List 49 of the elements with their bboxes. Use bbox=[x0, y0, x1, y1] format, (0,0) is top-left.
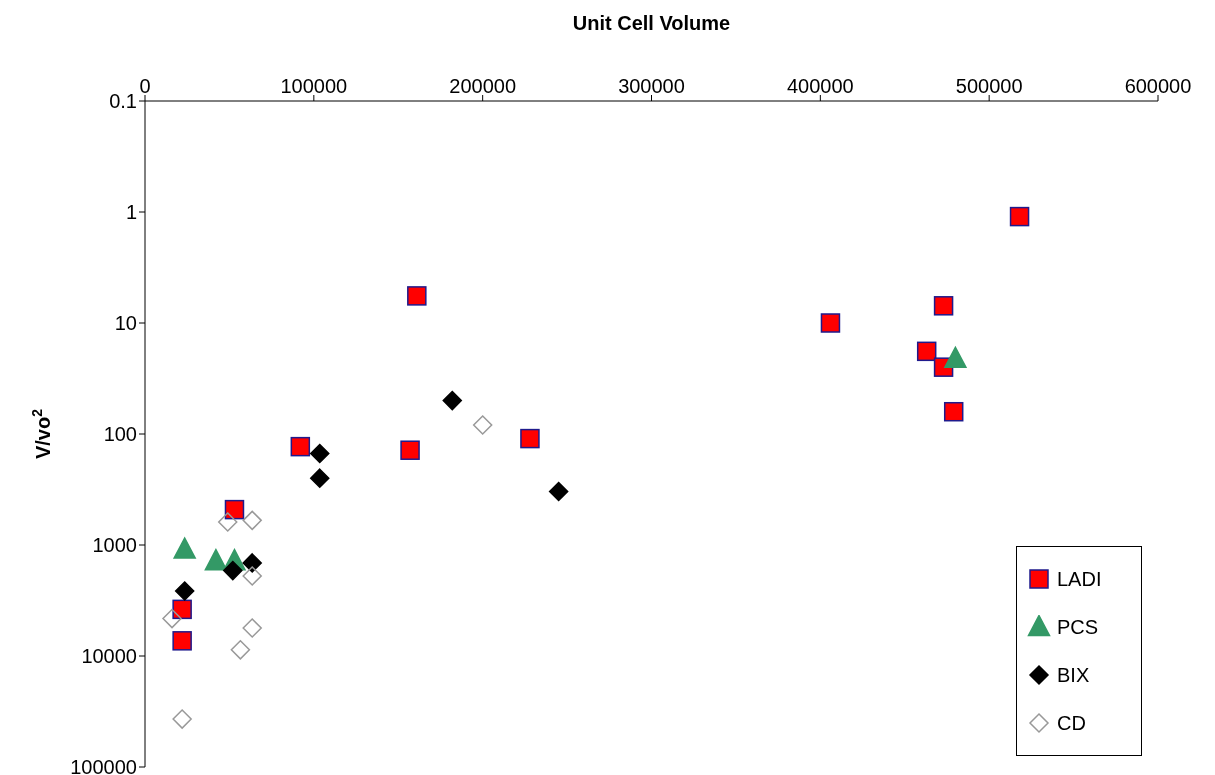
point bbox=[309, 468, 330, 488]
x-tick-label: 600000 bbox=[1124, 75, 1192, 97]
y-tick-label: 10000 bbox=[81, 645, 137, 668]
x-tick-label: 200000 bbox=[449, 75, 517, 97]
point bbox=[407, 286, 427, 306]
point bbox=[820, 313, 841, 333]
point bbox=[933, 296, 954, 316]
x-tick-label: 500000 bbox=[955, 75, 1023, 97]
y-tick-label: 10 bbox=[114, 312, 137, 335]
x-tick-label: 100000 bbox=[280, 75, 348, 97]
x-tick-label: 300000 bbox=[618, 75, 685, 97]
x-tick-label: 0 bbox=[139, 75, 151, 97]
point bbox=[520, 428, 540, 449]
point bbox=[916, 341, 937, 362]
y-tick-label: 0.1 bbox=[109, 90, 137, 113]
point bbox=[223, 560, 243, 581]
point bbox=[230, 640, 251, 660]
point bbox=[242, 510, 262, 531]
legend-label: PCS bbox=[1057, 615, 1099, 639]
point bbox=[944, 346, 967, 369]
point bbox=[173, 537, 196, 559]
y-tick-label: 1 bbox=[125, 201, 137, 224]
point bbox=[242, 566, 262, 586]
point bbox=[162, 608, 182, 629]
legend-label: BIX bbox=[1057, 663, 1090, 687]
point bbox=[217, 512, 238, 532]
x-axis-title: Unit Cell Volume bbox=[572, 12, 731, 35]
point bbox=[442, 390, 463, 411]
legend-label: LADI bbox=[1057, 567, 1102, 591]
point bbox=[204, 548, 228, 571]
y-tick-label: 100000 bbox=[70, 756, 137, 775]
point bbox=[172, 599, 192, 620]
point bbox=[472, 415, 493, 435]
point bbox=[224, 499, 245, 520]
legend-label: CD bbox=[1057, 711, 1086, 735]
x-tick-label: 400000 bbox=[786, 75, 854, 97]
point bbox=[548, 481, 569, 502]
point bbox=[172, 631, 192, 651]
point bbox=[290, 436, 311, 457]
y-tick-label: 1000 bbox=[92, 534, 137, 557]
point bbox=[174, 581, 195, 601]
point bbox=[400, 440, 420, 460]
point bbox=[242, 553, 262, 573]
point bbox=[943, 401, 964, 422]
point bbox=[309, 443, 330, 464]
y-tick-label: 100 bbox=[103, 423, 137, 446]
point bbox=[1009, 206, 1030, 227]
point bbox=[242, 618, 262, 638]
point bbox=[172, 709, 192, 729]
